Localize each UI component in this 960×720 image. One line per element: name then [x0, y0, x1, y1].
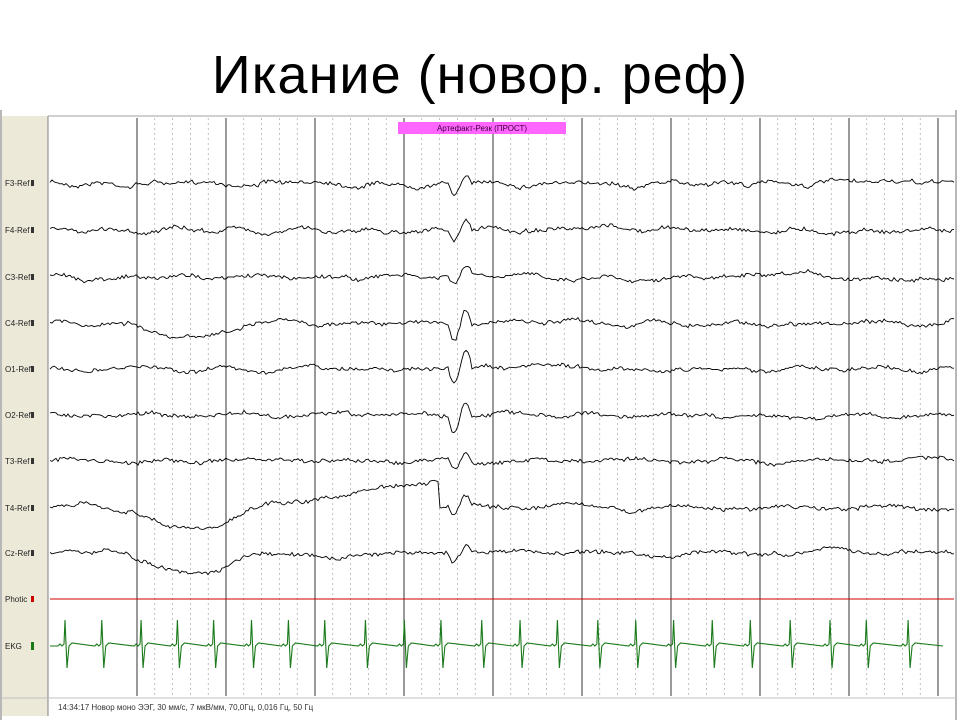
eeg-traces — [49, 175, 955, 669]
channel-label[interactable]: Cz-Ref — [5, 549, 31, 558]
channel-marker — [31, 180, 34, 186]
channel-label-panel — [2, 116, 48, 716]
channel-label[interactable]: T3-Ref — [5, 457, 30, 466]
channel-marker — [31, 366, 34, 372]
channel-labels: F3-Ref F4-Ref C3-Ref C4-Ref O1-Ref O2-Ref T3-R… — [5, 179, 34, 651]
channel-trace — [49, 266, 955, 285]
channel-trace — [49, 479, 955, 530]
channel-trace — [49, 175, 955, 197]
channel-marker — [31, 412, 34, 418]
channel-label[interactable]: F3-Ref — [5, 179, 30, 188]
channel-marker — [31, 642, 34, 650]
channel-label[interactable]: O2-Ref — [5, 411, 32, 420]
status-line: 14:34:17 Новор моно ЭЭГ, 30 мм/с, 7 мкВ/… — [58, 703, 314, 712]
event-marker-label: Артефакт-Резк (ПРОСТ) — [437, 124, 527, 133]
channel-marker — [31, 320, 34, 326]
eeg-viewer-window[interactable]: Артефакт-Резк (ПРОСТ) F3-Ref F4-Ref C3-Ref… — [0, 110, 960, 720]
channel-marker — [31, 550, 34, 556]
eeg-plot[interactable]: Артефакт-Резк (ПРОСТ) F3-Ref F4-Ref C3-Ref… — [0, 110, 960, 720]
channel-label[interactable]: F4-Ref — [5, 226, 30, 235]
channel-trace — [49, 218, 955, 243]
eeg-background — [0, 110, 960, 720]
channel-trace — [49, 309, 955, 341]
event-marker[interactable] — [398, 122, 566, 134]
time-grid — [136, 118, 939, 696]
channel-trace — [49, 544, 955, 576]
channel-marker — [31, 458, 34, 464]
channel-trace — [50, 619, 944, 669]
channel-trace — [49, 349, 955, 384]
channel-label[interactable]: EKG — [5, 642, 22, 651]
channel-trace — [49, 451, 955, 470]
channel-marker — [31, 227, 34, 233]
channel-label[interactable]: C4-Ref — [5, 319, 31, 328]
channel-label[interactable]: Photic — [5, 595, 27, 604]
channel-marker — [31, 596, 34, 602]
channel-trace — [49, 402, 955, 434]
channel-label[interactable]: C3-Ref — [5, 273, 31, 282]
channel-marker — [31, 505, 34, 511]
channel-label[interactable]: T4-Ref — [5, 504, 30, 513]
channel-label[interactable]: O1-Ref — [5, 365, 32, 374]
channel-marker — [31, 274, 34, 280]
slide-title: Икание (новор. реф) — [211, 45, 749, 105]
